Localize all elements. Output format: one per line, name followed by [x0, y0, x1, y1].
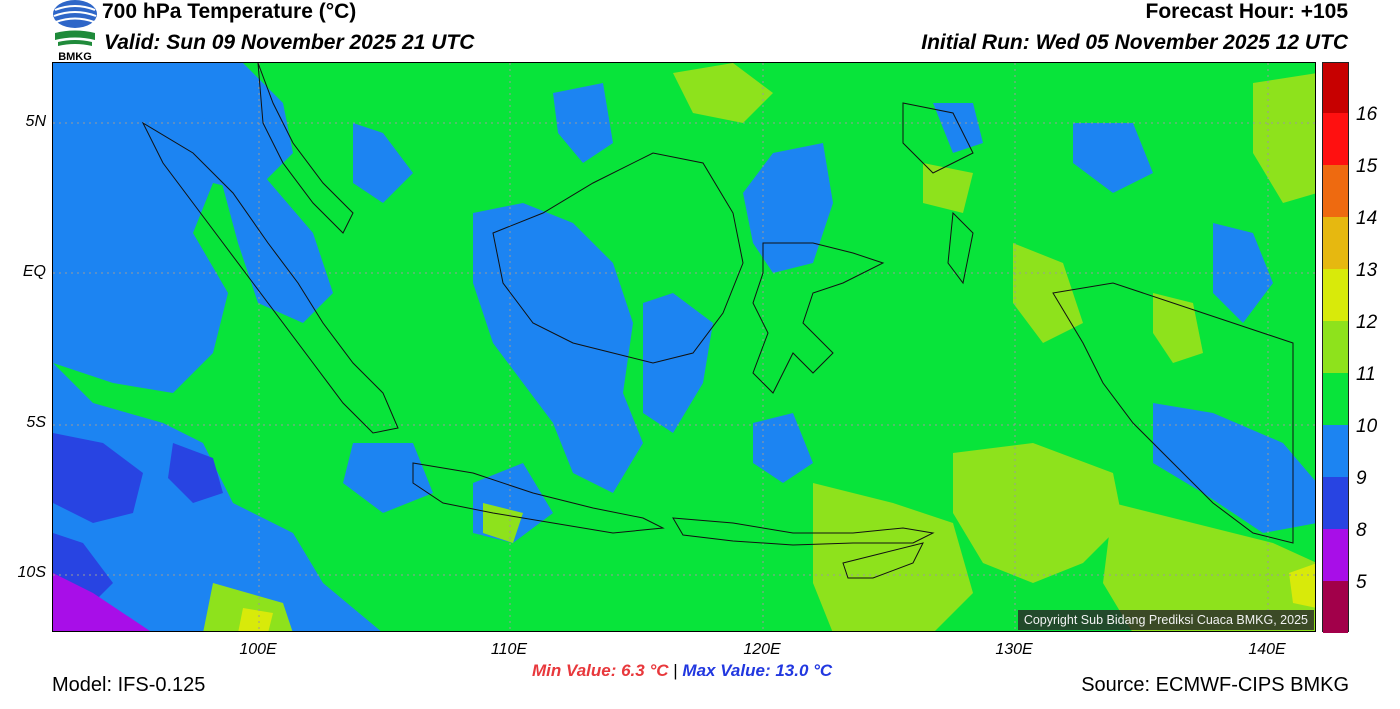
lon-label-130e: 130E	[995, 641, 1033, 658]
source-label: Source: ECMWF-CIPS BMKG	[1081, 674, 1349, 696]
lon-label-140e: 140E	[1248, 641, 1286, 658]
initial-run: Initial Run: Wed 05 November 2025 12 UTC	[921, 31, 1348, 54]
sumatra-outline	[141, 121, 399, 434]
colorbar-swatch	[1323, 529, 1348, 581]
logo-text: BMKG	[58, 51, 92, 62]
colorbar-label: 16	[1356, 104, 1378, 125]
colorbar-label: 11	[1356, 364, 1376, 385]
colorbar-label: 15	[1356, 156, 1378, 177]
chart-title: 700 hPa Temperature (°C)	[102, 0, 357, 23]
graticule	[53, 63, 1315, 631]
min-max-values: Min Value: 6.3 °C | Max Value: 13.0 °C	[532, 661, 832, 681]
timor-outline	[842, 542, 924, 579]
sulawesi-outline	[752, 242, 885, 394]
lat-label-5n: 5N	[25, 113, 46, 130]
max-value: Max Value: 13.0 °C	[682, 661, 833, 680]
halmahera-outline	[947, 211, 974, 285]
colorbar-swatch	[1323, 165, 1348, 217]
lat-label-10s: 10S	[17, 564, 46, 581]
colorbar	[1322, 62, 1349, 633]
malay-peninsula-outline	[257, 63, 354, 234]
borneo-outline	[492, 152, 744, 364]
colorbar-swatch	[1323, 581, 1348, 633]
java-outline	[412, 462, 665, 534]
colorbar-label: 5	[1356, 572, 1367, 593]
lat-label-eq: EQ	[22, 263, 46, 280]
colorbar-swatch	[1323, 269, 1348, 321]
colorbar-label: 14	[1356, 208, 1378, 229]
bmkg-logo: BMKG	[52, 0, 98, 63]
valid-time: Valid: Sun 09 November 2025 21 UTC	[104, 31, 475, 54]
model-label: Model: IFS-0.125	[52, 674, 206, 696]
nusa-tenggara-outline	[672, 517, 935, 546]
map-canvas	[53, 63, 1315, 631]
lon-label-110e: 110E	[490, 641, 528, 658]
colorbar-swatch	[1323, 425, 1348, 477]
colorbar-swatch	[1323, 113, 1348, 165]
temp-band-5-8	[53, 573, 150, 631]
papua-outline	[1052, 282, 1294, 544]
temp-band-9-10	[53, 63, 1315, 631]
colorbar-label: 12	[1356, 312, 1378, 333]
copyright-notice: Copyright Sub Bidang Prediksi Cuaca BMKG…	[1017, 610, 1314, 630]
colorbar-swatch	[1323, 63, 1348, 113]
temperature-map	[52, 62, 1316, 632]
lon-label-100e: 100E	[239, 641, 277, 658]
mindanao-outline	[902, 102, 974, 174]
colorbar-label: 9	[1356, 468, 1367, 489]
colorbar-label: 8	[1356, 520, 1367, 541]
colorbar-swatch	[1323, 477, 1348, 529]
colorbar-label: 13	[1356, 260, 1378, 281]
colorbar-swatch	[1323, 373, 1348, 425]
lon-label-120e: 120E	[743, 641, 781, 658]
colorbar-swatch	[1323, 321, 1348, 373]
forecast-hour: Forecast Hour: +105	[1145, 0, 1349, 23]
colorbar-label: 10	[1356, 416, 1378, 437]
min-value: Min Value: 6.3 °C	[532, 661, 669, 680]
colorbar-swatch	[1323, 217, 1348, 269]
lat-label-5s: 5S	[26, 414, 46, 431]
coastlines	[141, 63, 1294, 579]
min-max-separator: |	[673, 661, 678, 680]
